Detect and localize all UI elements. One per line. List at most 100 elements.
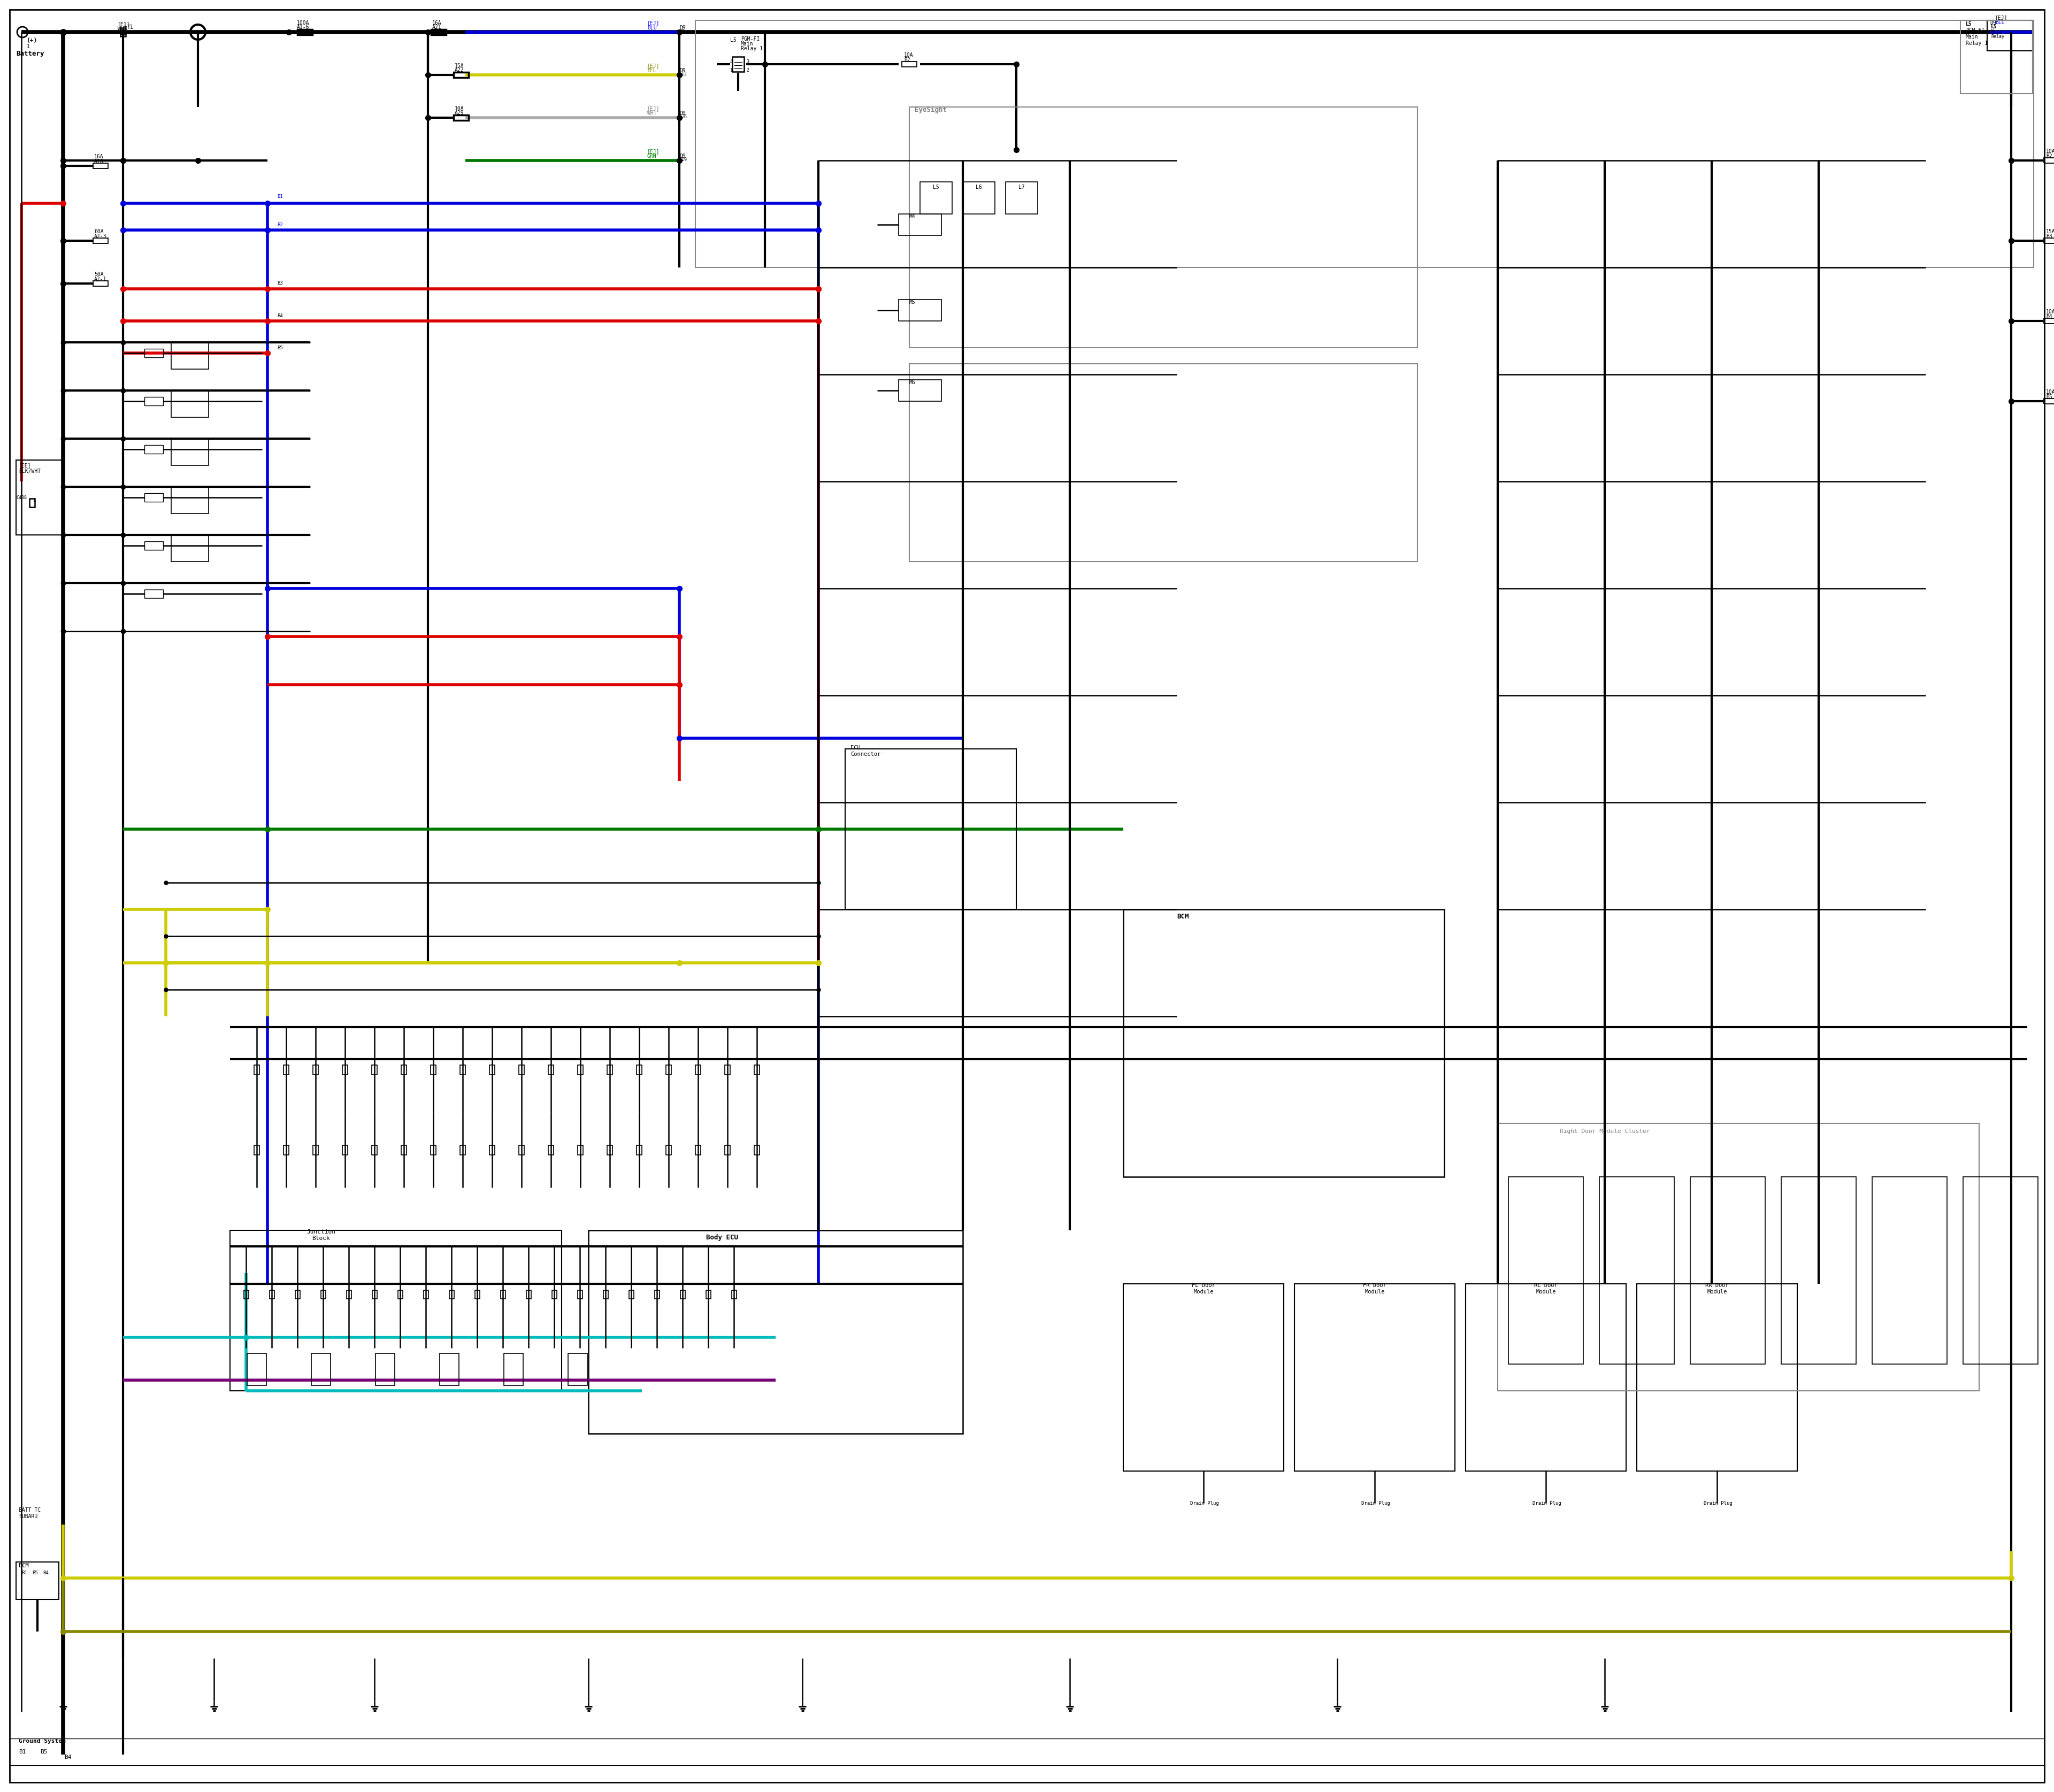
Text: L5: L5 bbox=[1990, 23, 1996, 29]
Bar bbox=[608, 1145, 612, 1154]
Text: 16A: 16A bbox=[431, 20, 442, 25]
Bar bbox=[665, 1145, 672, 1154]
Bar bbox=[655, 1290, 659, 1299]
Bar bbox=[731, 1290, 735, 1299]
Text: 16A: 16A bbox=[94, 154, 103, 159]
Text: ECU
Connector: ECU Connector bbox=[850, 745, 881, 756]
Bar bbox=[629, 1290, 633, 1299]
Text: WHT: WHT bbox=[117, 27, 127, 32]
Text: B2: B2 bbox=[2046, 154, 2052, 159]
Bar bbox=[754, 1145, 760, 1154]
Text: BCM: BCM bbox=[1177, 914, 1189, 919]
Text: 10A: 10A bbox=[2046, 149, 2054, 154]
Text: B4: B4 bbox=[277, 314, 283, 319]
Text: B2: B2 bbox=[904, 57, 910, 63]
Text: BLK/WHT: BLK/WHT bbox=[18, 468, 41, 473]
Bar bbox=[910, 108, 1417, 348]
Bar bbox=[144, 396, 162, 405]
Bar bbox=[489, 1064, 495, 1075]
Bar bbox=[343, 1064, 347, 1075]
Text: 12: 12 bbox=[682, 72, 686, 77]
Text: [EJ]: [EJ] bbox=[647, 63, 659, 68]
Text: 60A: 60A bbox=[94, 229, 103, 235]
Bar bbox=[1497, 1124, 1980, 1391]
Bar bbox=[696, 1145, 700, 1154]
Bar bbox=[577, 1145, 583, 1154]
Text: 1: 1 bbox=[123, 29, 127, 34]
Text: BLU: BLU bbox=[647, 25, 657, 30]
Text: A21: A21 bbox=[431, 25, 442, 30]
Bar bbox=[920, 181, 953, 213]
Bar bbox=[754, 1064, 760, 1075]
Text: B4: B4 bbox=[2046, 314, 2052, 319]
Bar bbox=[121, 29, 125, 36]
Bar bbox=[16, 1563, 60, 1600]
Text: B4: B4 bbox=[43, 1570, 49, 1575]
Text: EyeSight: EyeSight bbox=[914, 106, 947, 113]
Bar bbox=[144, 349, 162, 357]
Bar bbox=[343, 1145, 347, 1154]
Bar bbox=[553, 1290, 557, 1299]
Bar bbox=[501, 1290, 505, 1299]
Text: C408: C408 bbox=[16, 495, 27, 500]
Text: 10A: 10A bbox=[2046, 389, 2054, 394]
Text: RR Door
Module: RR Door Module bbox=[1705, 1283, 1729, 1294]
Bar bbox=[401, 1064, 407, 1075]
Bar bbox=[1986, 20, 2033, 50]
Bar bbox=[1294, 1283, 1454, 1471]
Bar bbox=[92, 238, 109, 244]
Text: 3: 3 bbox=[746, 59, 750, 65]
Text: B5: B5 bbox=[277, 346, 283, 351]
Bar bbox=[296, 1290, 300, 1299]
Bar bbox=[372, 1064, 378, 1075]
Bar bbox=[520, 1064, 524, 1075]
Bar bbox=[450, 1290, 454, 1299]
Text: D9: D9 bbox=[680, 111, 686, 116]
Text: 2: 2 bbox=[746, 68, 750, 73]
Bar bbox=[246, 1353, 267, 1385]
Text: 10A: 10A bbox=[904, 52, 914, 57]
Bar bbox=[489, 1145, 495, 1154]
Bar bbox=[1124, 909, 1444, 1177]
Bar bbox=[2044, 238, 2054, 244]
Text: L7: L7 bbox=[1019, 185, 1025, 190]
Bar bbox=[1467, 1283, 1627, 1471]
Bar bbox=[900, 380, 941, 401]
Bar bbox=[1637, 1283, 1797, 1471]
Bar bbox=[376, 1353, 394, 1385]
Bar bbox=[170, 342, 210, 369]
Text: L5: L5 bbox=[729, 38, 737, 43]
Bar bbox=[255, 1145, 259, 1154]
Bar bbox=[844, 749, 1017, 909]
Bar bbox=[665, 1064, 672, 1075]
Text: B2: B2 bbox=[277, 222, 283, 228]
Bar bbox=[372, 1290, 376, 1299]
Bar bbox=[454, 115, 468, 120]
Bar bbox=[431, 1064, 435, 1075]
Bar bbox=[312, 1353, 331, 1385]
Bar bbox=[460, 1064, 466, 1075]
Text: 1: 1 bbox=[27, 43, 31, 48]
Bar bbox=[144, 444, 162, 453]
Bar bbox=[92, 163, 109, 168]
Bar bbox=[431, 1145, 435, 1154]
Bar bbox=[170, 487, 210, 514]
Bar bbox=[1964, 1177, 2038, 1364]
Text: B3: B3 bbox=[277, 281, 283, 285]
Bar bbox=[910, 364, 1417, 561]
Bar bbox=[283, 1145, 290, 1154]
Bar bbox=[900, 213, 941, 235]
Bar bbox=[454, 72, 468, 77]
Bar bbox=[398, 1290, 403, 1299]
Bar bbox=[548, 1064, 555, 1075]
Bar bbox=[170, 439, 210, 466]
Bar bbox=[1508, 1177, 1584, 1364]
Bar bbox=[696, 20, 2033, 267]
Bar bbox=[244, 1290, 249, 1299]
Text: L6: L6 bbox=[976, 185, 982, 190]
Bar bbox=[144, 493, 162, 502]
Bar bbox=[725, 1145, 729, 1154]
Text: L5: L5 bbox=[1966, 22, 1972, 27]
Text: L5: L5 bbox=[933, 185, 939, 190]
Text: 10A: 10A bbox=[454, 106, 464, 111]
